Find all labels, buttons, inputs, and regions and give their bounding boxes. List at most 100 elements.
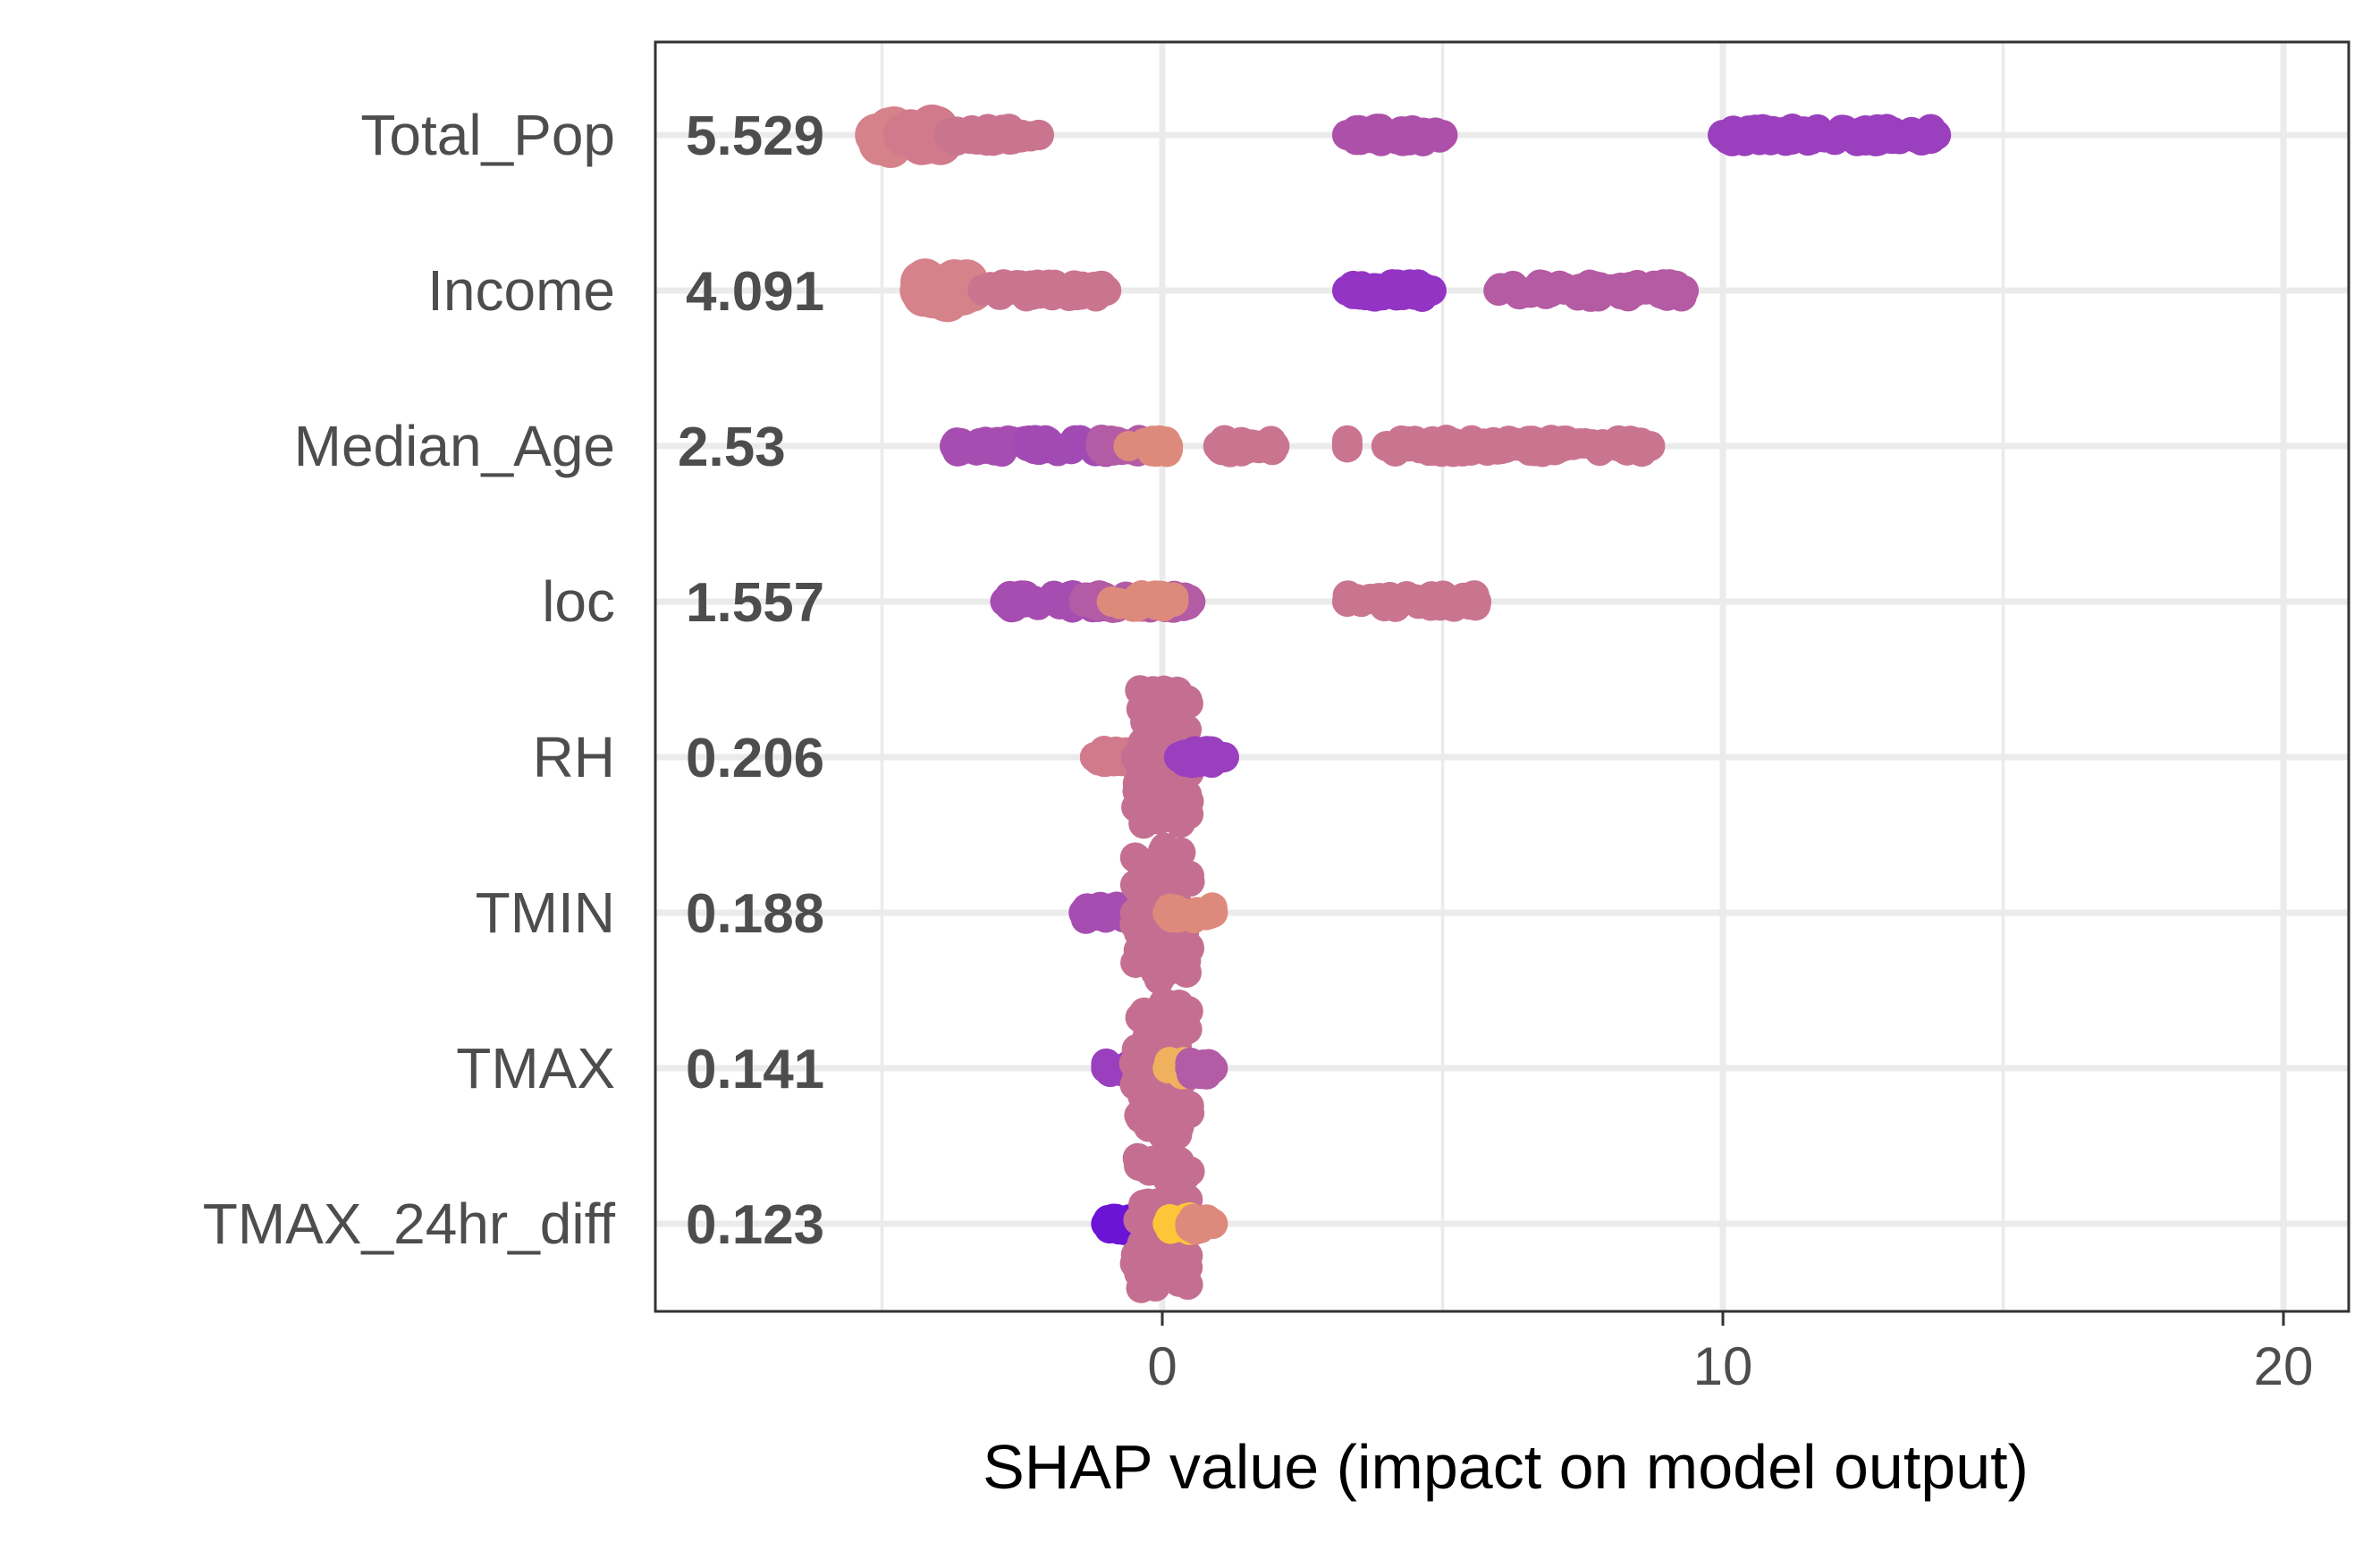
shap-point (1173, 786, 1204, 817)
shap-point (1163, 742, 1194, 772)
shap-point (1134, 1155, 1165, 1186)
shap-point (1483, 275, 1515, 306)
mean-abs-shap-median-age: 2.53 (678, 417, 786, 478)
shap-point (1140, 725, 1171, 756)
shap-point (1418, 427, 1449, 459)
mean-abs-shap-tmax-24hr-diff: 0.123 (686, 1194, 824, 1256)
cluster-4-2 (1163, 736, 1239, 779)
shap-point (1427, 120, 1458, 150)
mean-abs-shap-loc: 1.557 (686, 572, 824, 634)
shap-point (882, 114, 926, 156)
shap-point (1113, 431, 1144, 461)
x-tick-label-1: 10 (1693, 1336, 1753, 1396)
shap-point (1708, 120, 1738, 150)
cluster-0-4 (1708, 114, 1952, 156)
x-tick-label-0: 0 (1147, 1336, 1177, 1396)
x-axis-title: SHAP value (impact on model output) (983, 1432, 2029, 1502)
shap-point (1203, 431, 1234, 461)
shap-point (1197, 897, 1228, 928)
shap-point (970, 119, 1001, 150)
shap-point (1634, 431, 1666, 461)
shap-point (1668, 275, 1700, 306)
shap-point (1331, 275, 1363, 306)
shap-point (1133, 1188, 1164, 1219)
shap-point (1038, 279, 1069, 310)
feature-label-tmin: TMIN (476, 881, 615, 945)
shap-point (1197, 1053, 1228, 1083)
shap-point (1096, 586, 1127, 617)
shap-point (1331, 431, 1363, 461)
cluster-6-3 (1175, 1047, 1228, 1090)
shap-point (1259, 431, 1290, 461)
shap-point (1795, 124, 1827, 156)
shap-point (1122, 1057, 1153, 1089)
cluster-2-5 (1331, 425, 1363, 463)
shap-point (1152, 431, 1184, 461)
shap-point (1172, 688, 1203, 720)
shap-point (940, 431, 971, 461)
shap-point (1415, 275, 1447, 306)
shap-point (1024, 120, 1055, 150)
shap-point (899, 269, 943, 312)
shap-point (1331, 586, 1363, 617)
shap-point (1068, 586, 1100, 617)
mean-abs-shap-total-pop: 5.529 (686, 105, 824, 167)
shap-point (1091, 1053, 1122, 1083)
shap-point (1584, 272, 1616, 303)
cluster-2-0 (940, 425, 1049, 468)
shap-point (1144, 964, 1175, 995)
cluster-3-2 (1096, 580, 1189, 622)
shap-point (1152, 1209, 1184, 1239)
shap-points (855, 104, 1952, 1303)
feature-label-loc: loc (542, 569, 615, 634)
shap-point (1068, 897, 1100, 928)
shap-point (1154, 1113, 1186, 1144)
shap-point (1059, 428, 1090, 459)
panel-border (654, 40, 2350, 1313)
shap-point (1143, 1247, 1174, 1278)
cluster-1-0 (899, 258, 993, 323)
mean-abs-shap-income: 4.091 (686, 261, 824, 323)
shap-point (1013, 274, 1044, 306)
mean-abs-shap-tmin: 0.188 (686, 883, 824, 945)
feature-label-median-age: Median_Age (294, 414, 615, 478)
cluster-2-6 (1371, 425, 1666, 468)
shap-point (1846, 116, 1878, 147)
shap-point (1331, 120, 1363, 150)
cluster-3-3 (1331, 580, 1492, 622)
feature-label-tmax: TMAX (456, 1036, 615, 1100)
shap-point (1740, 114, 1771, 146)
shap-point (1085, 431, 1117, 461)
cluster-1-3 (1483, 269, 1700, 312)
cluster-1-1 (967, 269, 1122, 312)
shap-point (1121, 791, 1152, 822)
grid-lines (655, 42, 2349, 1311)
shap-point (1208, 742, 1239, 772)
shap-point (1012, 431, 1043, 461)
shap-point (1127, 939, 1159, 970)
shap-point (1158, 586, 1189, 617)
shap-point (1091, 275, 1122, 306)
shap-point (1371, 431, 1402, 461)
cluster-2-3 (1113, 425, 1184, 468)
cluster-1-2 (1331, 269, 1447, 312)
cluster-5-2 (1152, 892, 1228, 934)
x-axis-ticks: 0 10 20 (1147, 1311, 2313, 1396)
cluster-2-4 (1203, 425, 1290, 468)
shap-point (1175, 1053, 1206, 1083)
shap-point (1365, 583, 1397, 614)
shap-point (1197, 1209, 1228, 1239)
shap-point (1175, 1209, 1206, 1239)
shap-point (1135, 865, 1166, 897)
cluster-0-2 (933, 114, 1055, 156)
feature-label-total-pop: Total_Pop (360, 103, 615, 167)
shap-point (1079, 742, 1110, 772)
shap-point (1609, 278, 1641, 309)
mean-abs-shap-labels: 5.529 4.091 2.53 1.557 0.206 0.188 0.141 0.123 (678, 105, 824, 1256)
feature-label-rh: RH (533, 725, 615, 789)
shap-point (1447, 435, 1479, 467)
feature-label-tmax-24hr-diff: TMAX_24hr_diff (203, 1192, 616, 1256)
shap-point (1135, 691, 1166, 722)
shap-point (1357, 114, 1388, 146)
shap-point (990, 586, 1021, 617)
